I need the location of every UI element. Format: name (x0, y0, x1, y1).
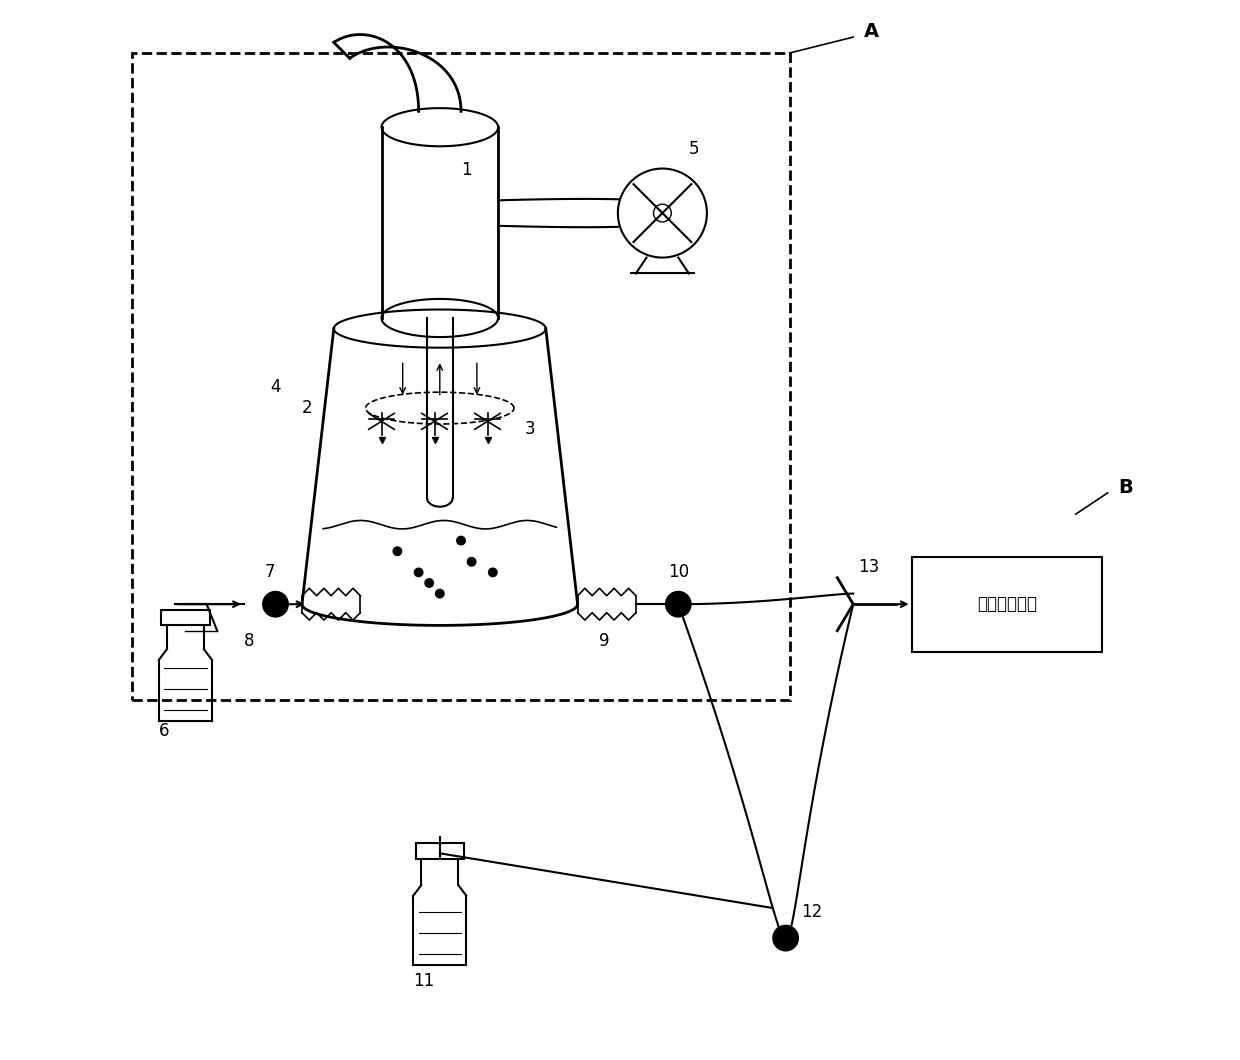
Text: 检测分析仪器: 检测分析仪器 (977, 596, 1037, 613)
Text: 1: 1 (461, 161, 471, 178)
Text: 3: 3 (525, 421, 536, 438)
Circle shape (456, 536, 465, 545)
Bar (161, 610, 210, 625)
Text: 10: 10 (667, 564, 689, 581)
Text: A: A (864, 22, 879, 41)
Circle shape (263, 591, 288, 617)
Circle shape (489, 568, 497, 577)
Text: 6: 6 (159, 723, 170, 740)
Text: 12: 12 (801, 903, 823, 920)
Text: 5: 5 (689, 141, 699, 158)
Bar (415, 843, 464, 859)
Text: 8: 8 (244, 633, 254, 650)
Circle shape (414, 568, 423, 577)
Text: 7: 7 (265, 564, 275, 581)
Circle shape (666, 591, 691, 617)
Text: 9: 9 (599, 633, 609, 650)
Circle shape (393, 547, 402, 555)
Circle shape (467, 558, 476, 566)
Text: 4: 4 (270, 378, 280, 395)
Bar (133, 53, 790, 700)
Text: 2: 2 (303, 400, 312, 417)
Bar (911, 556, 1102, 652)
Circle shape (618, 169, 707, 258)
Circle shape (773, 925, 799, 951)
Text: B: B (1118, 478, 1133, 497)
Circle shape (435, 589, 444, 598)
Text: 13: 13 (858, 559, 879, 576)
Circle shape (425, 579, 434, 587)
Text: 11: 11 (413, 972, 434, 989)
